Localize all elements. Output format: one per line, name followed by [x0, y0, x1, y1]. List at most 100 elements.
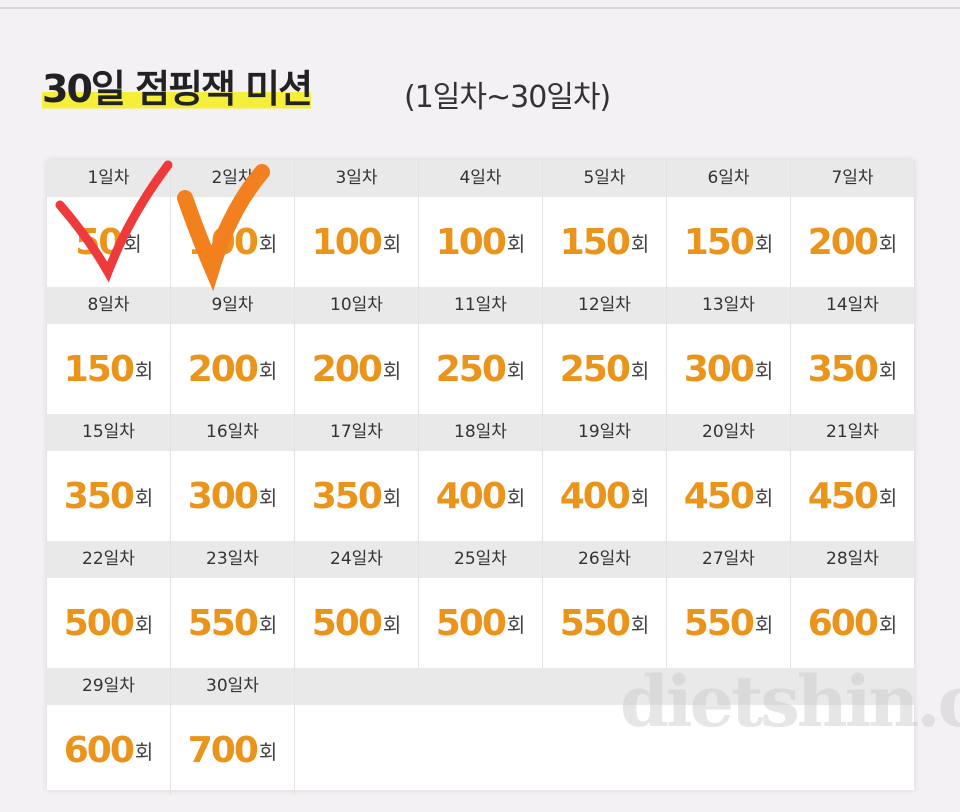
unit: 회 — [258, 231, 278, 256]
unit: 회 — [506, 485, 526, 510]
day-label: 11일차 — [419, 287, 542, 324]
day-cell: 5일차 150 회 — [543, 160, 667, 287]
unit: 회 — [134, 485, 154, 510]
day-cell: 23일차 550 회 — [171, 541, 295, 668]
day-label: 23일차 — [171, 541, 294, 578]
count: 450 — [683, 475, 755, 517]
day-label: 30일차 — [171, 668, 294, 705]
unit: 회 — [134, 739, 154, 764]
day-cell: 17일차 350 회 — [295, 414, 419, 541]
count-box: 100 회 — [295, 197, 418, 287]
day-cell: 26일차 550 회 — [543, 541, 667, 668]
count: 600 — [807, 602, 879, 644]
check-mark — [177, 164, 270, 292]
unit: 회 — [754, 231, 774, 256]
mission-table: 1일차 50 회 2일차 100 회 3일차 100 회 4일차 100 회 5일차 150 회 6일차 150… — [47, 160, 915, 795]
count: 100 — [311, 221, 383, 263]
check-mark — [55, 160, 173, 283]
count-box: 450 회 — [791, 451, 914, 541]
count: 450 — [807, 475, 879, 517]
day-cell: 24일차 500 회 — [295, 541, 419, 668]
count: 700 — [187, 729, 259, 771]
unit: 회 — [134, 612, 154, 637]
day-cell: 16일차 300 회 — [171, 414, 295, 541]
day-cell: 13일차 300 회 — [667, 287, 791, 414]
count-box: 550 회 — [667, 578, 790, 668]
day-label: 18일차 — [419, 414, 542, 451]
day-label: 1일차 — [47, 160, 170, 197]
title: 30일 점핑잭 미션 — [42, 58, 313, 113]
count: 550 — [683, 602, 755, 644]
count-box: 450 회 — [667, 451, 790, 541]
day-label: 3일차 — [295, 160, 418, 197]
count-box: 100 회 — [419, 197, 542, 287]
day-cell: 15일차 350 회 — [47, 414, 171, 541]
day-cell: 25일차 500 회 — [419, 541, 543, 668]
count: 350 — [63, 475, 135, 517]
day-label: 13일차 — [667, 287, 790, 324]
watermark: dietshin.com — [620, 660, 960, 743]
count-box: 250 회 — [543, 324, 666, 414]
count: 500 — [311, 602, 383, 644]
count: 500 — [63, 602, 135, 644]
day-label: 9일차 — [171, 287, 294, 324]
count: 200 — [807, 221, 879, 263]
day-cell: 4일차 100 회 — [419, 160, 543, 287]
unit: 회 — [258, 485, 278, 510]
count: 150 — [559, 221, 631, 263]
day-label: 20일차 — [667, 414, 790, 451]
day-label: 6일차 — [667, 160, 790, 197]
day-cell: 9일차 200 회 — [171, 287, 295, 414]
unit: 회 — [382, 231, 402, 256]
divider — [0, 7, 960, 9]
unit: 회 — [506, 358, 526, 383]
day-label: 15일차 — [47, 414, 170, 451]
count: 300 — [187, 475, 259, 517]
unit: 회 — [878, 358, 898, 383]
day-cell: 6일차 150 회 — [667, 160, 791, 287]
count: 250 — [435, 348, 507, 390]
day-label: 22일차 — [47, 541, 170, 578]
count-box: 550 회 — [171, 578, 294, 668]
count: 200 — [187, 348, 259, 390]
count: 350 — [311, 475, 383, 517]
day-cell: 22일차 500 회 — [47, 541, 171, 668]
day-cell: 21일차 450 회 — [791, 414, 915, 541]
day-cell: 20일차 450 회 — [667, 414, 791, 541]
count: 300 — [683, 348, 755, 390]
day-label: 28일차 — [791, 541, 914, 578]
day-label: 16일차 — [171, 414, 294, 451]
unit: 회 — [506, 612, 526, 637]
unit: 회 — [630, 358, 650, 383]
count-box: 600 회 — [47, 705, 170, 795]
unit: 회 — [134, 358, 154, 383]
unit: 회 — [878, 231, 898, 256]
count-box: 300 회 — [171, 451, 294, 541]
day-cell: 10일차 200 회 — [295, 287, 419, 414]
day-label: 29일차 — [47, 668, 170, 705]
count-box: 200 회 — [171, 324, 294, 414]
day-cell: 11일차 250 회 — [419, 287, 543, 414]
day-label: 19일차 — [543, 414, 666, 451]
day-label: 10일차 — [295, 287, 418, 324]
count: 600 — [63, 729, 135, 771]
count-box: 400 회 — [419, 451, 542, 541]
unit: 회 — [258, 612, 278, 637]
count-box: 500 회 — [47, 578, 170, 668]
unit: 회 — [258, 358, 278, 383]
count-box: 150 회 — [543, 197, 666, 287]
count: 400 — [559, 475, 631, 517]
day-cell: 27일차 550 회 — [667, 541, 791, 668]
day-cell: 14일차 350 회 — [791, 287, 915, 414]
count: 150 — [683, 221, 755, 263]
subtitle: (1일차~30일차) — [404, 80, 611, 115]
count: 500 — [435, 602, 507, 644]
day-label: 26일차 — [543, 541, 666, 578]
unit: 회 — [382, 612, 402, 637]
count-box: 250 회 — [419, 324, 542, 414]
unit: 회 — [382, 358, 402, 383]
count: 550 — [187, 602, 259, 644]
day-label: 7일차 — [791, 160, 914, 197]
count-box: 550 회 — [543, 578, 666, 668]
